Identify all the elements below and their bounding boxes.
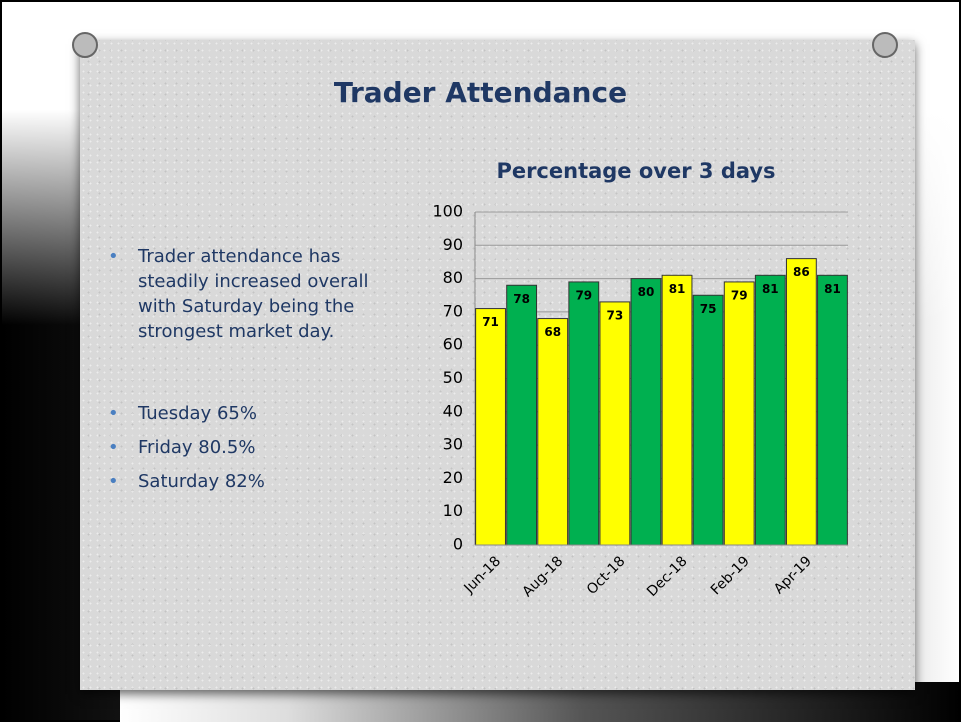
bar (538, 319, 568, 545)
x-tick-label: Oct-18 (584, 553, 629, 598)
y-tick-label: 20 (443, 468, 463, 487)
value-label: 79 (575, 288, 592, 302)
value-label: 73 (607, 308, 624, 322)
value-label: 68 (544, 325, 561, 339)
value-label: 86 (793, 265, 810, 279)
bar (569, 282, 599, 545)
value-label: 80 (638, 285, 655, 299)
value-label: 81 (669, 282, 686, 296)
value-label: 81 (762, 282, 779, 296)
y-tick-label: 10 (443, 501, 463, 520)
y-tick-label: 60 (443, 335, 463, 354)
bar (818, 275, 848, 545)
bar (476, 309, 506, 545)
value-label: 75 (700, 302, 717, 316)
y-tick-label: 40 (443, 401, 463, 420)
bar (786, 259, 816, 545)
x-tick-label: Jun-18 (461, 553, 505, 597)
pin (873, 33, 897, 57)
chart: Percentage over 3 days 0 10 20 30 40 50 60 70 80… (0, 0, 961, 722)
y-tick-label: 100 (432, 202, 463, 221)
value-label: 71 (482, 315, 499, 329)
y-tick-label: 90 (443, 235, 463, 254)
x-tick-label: Aug-18 (520, 553, 567, 600)
value-label: 81 (824, 282, 841, 296)
bar (693, 295, 723, 545)
y-tick-label: 50 (443, 368, 463, 387)
y-tick-label: 70 (443, 301, 463, 320)
y-tick-label: 0 (453, 535, 463, 554)
bar (631, 279, 661, 545)
value-label: 78 (513, 292, 530, 306)
bar (600, 302, 630, 545)
x-tick-label: Apr-19 (771, 553, 815, 597)
y-tick-label: 80 (443, 268, 463, 287)
bar (507, 285, 537, 545)
x-tick-label: Feb-19 (708, 553, 753, 598)
bar (724, 282, 754, 545)
x-tick-label: Dec-18 (644, 553, 691, 600)
chart-title: Percentage over 3 days (496, 159, 775, 183)
y-tick-label: 30 (443, 435, 463, 454)
bar (662, 275, 692, 545)
bar (755, 275, 785, 545)
slide: Trader Attendance Trader attendance has … (0, 0, 961, 722)
value-label: 79 (731, 288, 748, 302)
pin (73, 33, 97, 57)
